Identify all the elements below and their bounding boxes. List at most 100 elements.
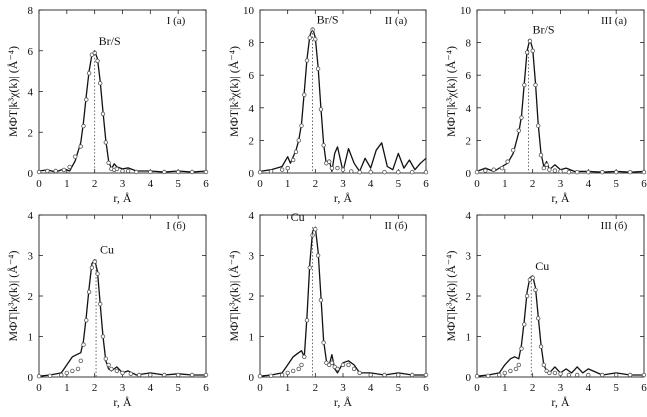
y-tick-label: 0 <box>28 372 34 384</box>
data-point <box>508 368 513 374</box>
x-tick-label: 6 <box>641 382 647 394</box>
data-point <box>552 168 558 173</box>
x-tick-label: 0 <box>36 382 42 394</box>
data-point <box>335 366 340 372</box>
data-point <box>368 372 373 378</box>
y-tick-label: 2 <box>466 135 472 147</box>
x-tick-label: 3 <box>120 382 126 394</box>
data-point <box>641 372 647 378</box>
data-point <box>346 362 351 368</box>
data-point <box>516 362 521 368</box>
data-point <box>97 301 103 307</box>
data-point <box>547 370 552 376</box>
y-tick-label: 8 <box>28 5 34 17</box>
data-point <box>423 372 429 378</box>
y-tick-label: 3 <box>249 251 255 263</box>
data-point <box>641 169 647 175</box>
data-point <box>329 360 335 365</box>
x-tick-label: 1 <box>502 382 508 394</box>
data-point <box>536 123 541 128</box>
data-point <box>351 366 357 372</box>
data-point <box>474 374 480 379</box>
x-tick-label: 0 <box>36 178 42 190</box>
x-tick-label: 4 <box>586 178 592 190</box>
data-point <box>175 169 181 175</box>
data-point <box>396 169 401 175</box>
y-tick-label: 3 <box>28 251 34 263</box>
y-tick-label: 2 <box>249 135 255 147</box>
data-point <box>315 253 321 258</box>
y-axis-label: МФТ|k³χ(k)| (Å⁻⁴) <box>227 251 241 342</box>
data-point <box>299 123 304 128</box>
data-point <box>533 82 538 88</box>
data-point <box>67 164 72 170</box>
x-tick-label: 5 <box>175 178 181 190</box>
data-point <box>522 322 527 327</box>
data-point <box>70 368 75 374</box>
peak-label: Br/S <box>532 22 554 36</box>
y-axis-label: МФТ|k³χ(k)| (Å⁻⁴) <box>6 46 20 137</box>
series-line <box>259 27 427 173</box>
y-axis-label: МФТ|k³χ(k)| (Å⁻⁴) <box>227 46 241 137</box>
data-point <box>575 372 580 378</box>
data-point <box>293 149 299 154</box>
data-point <box>81 123 86 129</box>
chart-panel-3: 0 1 2 3 4 5 6 0 2 4 6 8 10 Br/S III (a) r, Å МФТ|k³χ(k)|… <box>444 5 647 205</box>
data-point <box>538 344 544 349</box>
data-point <box>59 372 64 378</box>
y-axis-label: МФТ|k³χ(k)| (Å⁻⁴) <box>6 251 20 342</box>
x-tick-label: 5 <box>613 178 619 190</box>
data-point <box>519 346 524 351</box>
series-markers <box>474 38 647 175</box>
data-point <box>125 168 131 174</box>
data-point <box>318 297 324 303</box>
data-point <box>92 259 97 264</box>
data-point <box>552 370 558 376</box>
data-point <box>296 138 301 143</box>
peak-label: Cu <box>100 243 114 257</box>
data-point <box>296 366 301 372</box>
x-axis-label: r, Å <box>551 191 570 205</box>
data-point <box>203 372 209 378</box>
data-point <box>64 370 69 376</box>
x-tick-label: 1 <box>285 178 291 190</box>
data-point <box>396 372 401 378</box>
panel-title: I (a) <box>167 15 186 27</box>
data-point <box>474 169 480 175</box>
data-point <box>285 165 290 171</box>
data-point <box>128 371 133 376</box>
data-point <box>81 342 86 347</box>
plot-frame <box>259 214 427 378</box>
data-point <box>527 38 533 44</box>
data-point <box>84 318 89 323</box>
y-tick-label: 0 <box>249 372 255 384</box>
data-point <box>524 50 530 55</box>
data-point <box>566 372 572 378</box>
data-point <box>485 373 491 378</box>
data-point <box>614 169 619 175</box>
data-point <box>511 147 516 153</box>
data-point <box>78 358 83 363</box>
data-point <box>103 140 108 145</box>
data-point <box>340 362 346 368</box>
x-tick-label: 1 <box>64 178 70 190</box>
x-tick-label: 0 <box>474 382 480 394</box>
data-point <box>189 169 195 175</box>
plot-frame <box>476 214 645 378</box>
y-tick-label: 4 <box>466 103 472 115</box>
y-tick-label: 6 <box>28 46 34 58</box>
data-point <box>162 372 167 378</box>
y-tick-label: 0 <box>28 168 34 180</box>
data-point <box>106 160 111 165</box>
data-point <box>497 372 502 378</box>
y-tick-label: 4 <box>466 210 472 222</box>
y-tick-label: 4 <box>249 210 255 222</box>
data-point <box>134 169 139 175</box>
data-point <box>600 372 605 378</box>
data-point <box>313 37 318 42</box>
data-point <box>100 111 106 117</box>
series-markers <box>257 226 429 379</box>
data-point <box>614 372 619 378</box>
data-point <box>257 374 263 379</box>
